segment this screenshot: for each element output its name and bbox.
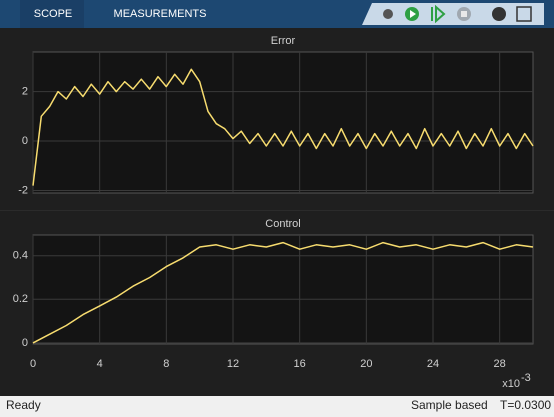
- status-text: Ready: [6, 398, 41, 412]
- x-multiplier-exponent: -3: [521, 372, 531, 384]
- x-tick-label: 0: [30, 358, 36, 370]
- plot-title: Error: [271, 35, 296, 47]
- signal-line: [32, 68, 534, 186]
- toolbar: SCOPE MEASUREMENTS: [0, 0, 554, 28]
- x-tick-label: 8: [163, 358, 169, 370]
- tab-label[interactable]: SCOPE: [34, 8, 73, 20]
- tab[interactable]: [20, 0, 84, 28]
- signal-line: [32, 241, 534, 344]
- plots: Error -2 0 2 Control 0 0.2 0.4 0 4 8 12 16 20 24 28 x10-…: [13, 35, 534, 390]
- status-time: T=0.0300: [500, 398, 551, 412]
- undock-button[interactable]: [516, 6, 532, 22]
- x-tick-label: 20: [360, 358, 372, 370]
- tab-label[interactable]: MEASUREMENTS: [114, 8, 207, 20]
- x-tick-label: 24: [427, 358, 439, 370]
- plot-area: [32, 51, 534, 194]
- status-mode: Sample based: [411, 398, 488, 412]
- y-tick-label: 0.4: [13, 250, 28, 262]
- stop-icon: [461, 11, 467, 17]
- y-tick-label: 2: [22, 85, 28, 97]
- plot-title: Control: [265, 218, 300, 230]
- x-tick-label: 28: [494, 358, 506, 370]
- plot-area: [32, 234, 534, 345]
- step-button[interactable]: [431, 4, 446, 24]
- status-bar: Ready Sample based T=0.0300: [0, 396, 554, 417]
- y-tick-label: 0: [22, 135, 28, 147]
- y-tick-label: 0.2: [13, 293, 28, 305]
- status-bg: [0, 396, 554, 417]
- settings-icon[interactable]: [383, 9, 393, 19]
- y-tick-label: -2: [18, 184, 28, 196]
- x-tick-label: 12: [227, 358, 239, 370]
- run-icon: [410, 10, 416, 18]
- x-tick-label: 16: [294, 358, 306, 370]
- help-button[interactable]: [492, 7, 506, 21]
- x-tick-label: 4: [97, 358, 103, 370]
- y-tick-label: 0: [22, 337, 28, 349]
- x-multiplier: x10: [502, 378, 520, 390]
